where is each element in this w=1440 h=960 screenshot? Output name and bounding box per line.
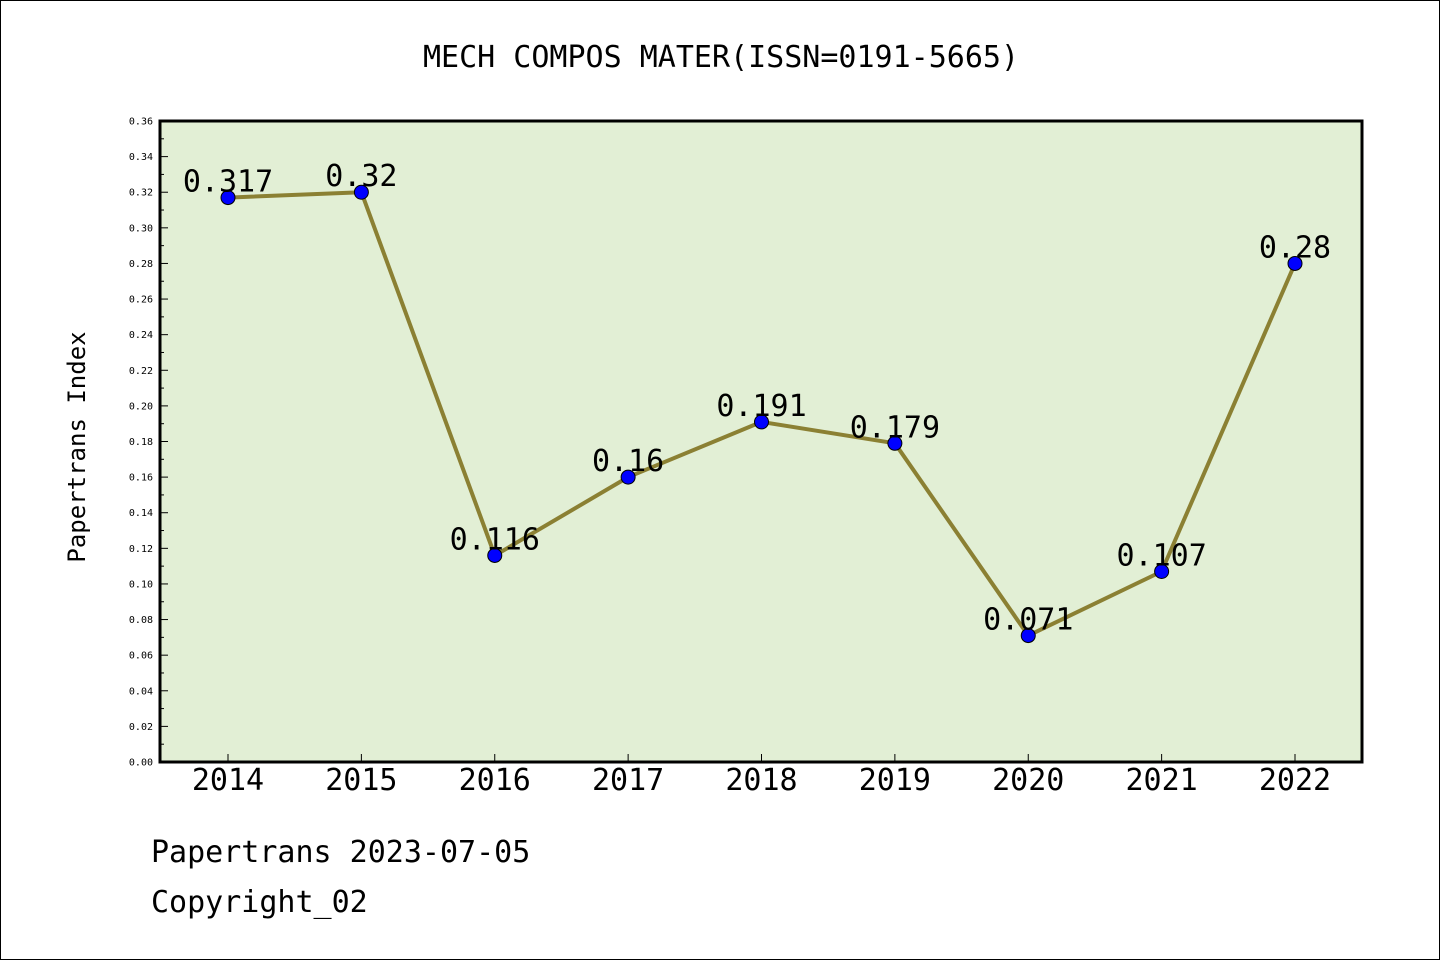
y-tick-label: 0.36 [129, 117, 153, 128]
x-tick-label: 2019 [859, 763, 931, 798]
data-label: 0.317 [183, 165, 273, 200]
data-label: 0.16 [592, 444, 664, 479]
y-axis: 0.00 0.02 0.04 0.06 0.08 0.10 0.12 0.14 0.16 0.18… [129, 117, 168, 769]
y-tick-label: 0.06 [129, 651, 153, 662]
y-tick-label: 0.22 [129, 366, 153, 377]
y-tick-label: 0.00 [129, 758, 153, 769]
data-label: 0.179 [850, 410, 940, 445]
plot-border [158, 119, 1364, 764]
data-label: 0.28 [1259, 230, 1331, 265]
x-tick-label: 2022 [1259, 763, 1331, 798]
data-point [887, 435, 903, 451]
y-tick-label: 0.26 [129, 295, 153, 306]
y-tick-label: 0.20 [129, 401, 153, 412]
x-tick-label: 2020 [992, 763, 1064, 798]
y-tick-label: 0.16 [129, 473, 153, 484]
data-point [353, 184, 369, 200]
data-point [1154, 563, 1170, 579]
footer-copyright: Copyright_02 [151, 885, 368, 920]
footer-date: Papertrans 2023-07-05 [151, 835, 531, 870]
y-tick-label: 0.34 [129, 152, 153, 163]
chart-title: MECH COMPOS MATER(ISSN=0191-5665) [423, 40, 1019, 75]
data-point [754, 414, 769, 430]
data-point [1020, 628, 1036, 644]
x-tick-label: 2014 [192, 763, 264, 798]
x-tick-label: 2016 [459, 763, 531, 798]
y-tick-label: 0.32 [129, 188, 153, 199]
series-line [220, 184, 1303, 644]
y-tick-label: 0.02 [129, 722, 153, 733]
data-point [220, 190, 236, 206]
x-tick-label: 2021 [1126, 763, 1198, 798]
y-tick-label: 0.14 [129, 508, 153, 519]
y-axis-label: Papertrans Index [63, 331, 91, 562]
y-tick-label: 0.08 [129, 615, 153, 626]
y-tick-label: 0.24 [129, 330, 153, 341]
data-point [620, 469, 636, 485]
data-point [487, 547, 503, 563]
y-tick-label: 0.10 [129, 579, 153, 590]
x-tick-label: 2017 [592, 763, 664, 798]
y-tick-label: 0.18 [129, 437, 153, 448]
data-labels: 0.317 0.32 0.116 0.16 0.191 0.179 0.071 0.107 0.… [183, 159, 1331, 637]
y-tick-label: 0.28 [129, 259, 153, 270]
data-label: 0.071 [983, 603, 1073, 638]
data-label: 0.116 [450, 522, 540, 557]
x-axis: 2014 2015 2016 2017 2018 2019 2020 2021 2022 [192, 754, 1331, 798]
data-point [1287, 255, 1303, 271]
data-label: 0.32 [325, 159, 397, 194]
data-label: 0.107 [1116, 538, 1206, 573]
y-tick-label: 0.30 [129, 223, 153, 234]
y-tick-label: 0.04 [129, 686, 153, 697]
x-tick-label: 2015 [325, 763, 397, 798]
data-label: 0.191 [716, 389, 806, 424]
y-tick-label: 0.12 [129, 544, 153, 555]
x-tick-label: 2018 [725, 763, 797, 798]
plot-area [160, 121, 1362, 762]
